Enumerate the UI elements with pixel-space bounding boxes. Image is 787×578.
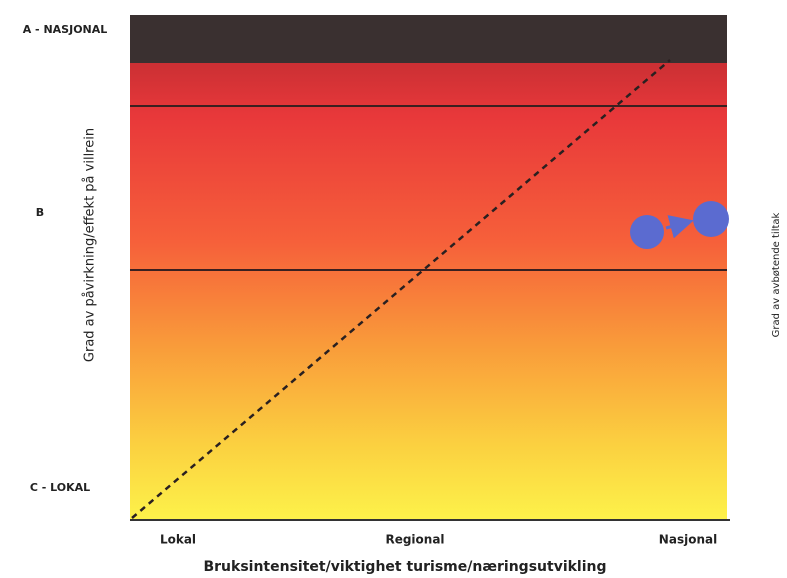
diagonal [131,59,671,519]
arrow [665,215,694,239]
y-level: C - LOKAL [30,481,90,494]
right-label: Grad av avbøtende tiltak [771,212,782,337]
y-level: B [36,206,44,219]
gradient-field [130,15,727,520]
x-axis-title: Bruksintensitet/viktighet turisme/næring… [203,559,606,575]
y-axis-title: Grad av påvirkning/effekt på villrein [83,128,98,362]
x-level: Lokal [160,533,196,547]
marker-dot [630,215,664,249]
marker-dot [693,201,729,237]
x-level: Nasjonal [659,533,717,547]
y-level: A - NASJONAL [23,23,108,36]
dark-band [130,15,727,63]
x-level: Regional [385,533,444,547]
